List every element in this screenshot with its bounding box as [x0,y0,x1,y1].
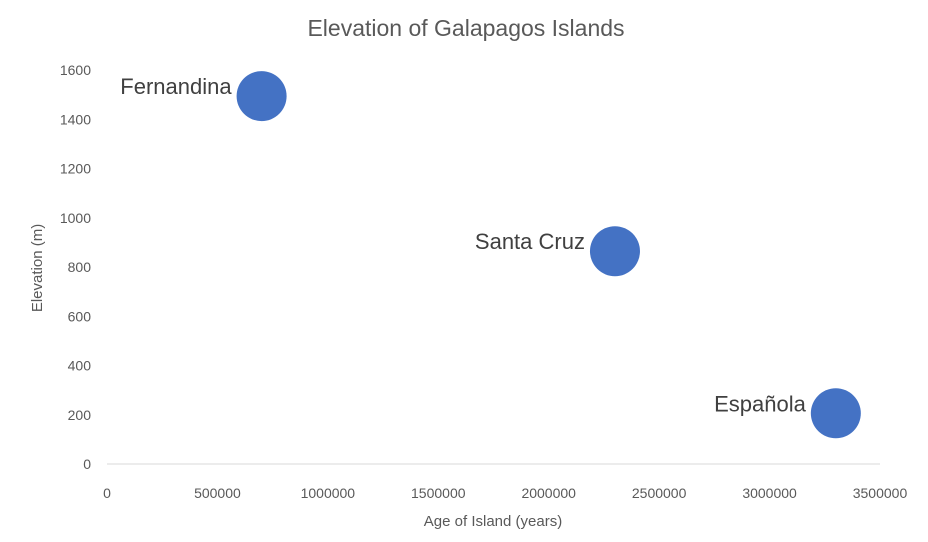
x-axis-label: Age of Island (years) [424,513,562,530]
data-label: Española [714,391,807,416]
y-tick-label: 800 [68,259,92,275]
data-point [589,226,640,277]
y-tick-label: 200 [68,407,92,423]
data-label: Santa Cruz [475,229,585,254]
data-point [236,71,287,122]
x-tick-label: 1500000 [411,485,466,501]
y-tick-label: 600 [68,308,92,324]
y-tick-label: 0 [83,456,91,472]
x-tick-label: 3500000 [853,485,908,501]
x-tick-label: 500000 [194,485,241,501]
x-tick-label: 3000000 [742,485,797,501]
y-tick-label: 1400 [60,111,91,127]
chart-title: Elevation of Galapagos Islands [307,15,624,41]
y-tick-label: 1600 [60,62,91,78]
x-tick-label: 2000000 [521,485,576,501]
data-labels: Fernandina Santa Cruz Española [120,74,806,416]
y-tick-label: 1000 [60,210,91,226]
x-tick-label: 2500000 [632,485,687,501]
y-tick-label: 1200 [60,161,91,177]
data-label: Fernandina [120,74,232,99]
data-point [810,388,861,439]
x-tick-label: 1000000 [301,485,356,501]
x-axis-ticks: 0 500000 1000000 1500000 2000000 2500000 30000… [103,485,907,501]
y-axis-ticks: 0 200 400 600 800 1000 1200 1400 1600 [60,62,91,472]
y-axis-label: Elevation (m) [29,224,46,312]
y-tick-label: 400 [68,358,92,374]
data-points [236,71,861,439]
x-tick-label: 0 [103,485,111,501]
